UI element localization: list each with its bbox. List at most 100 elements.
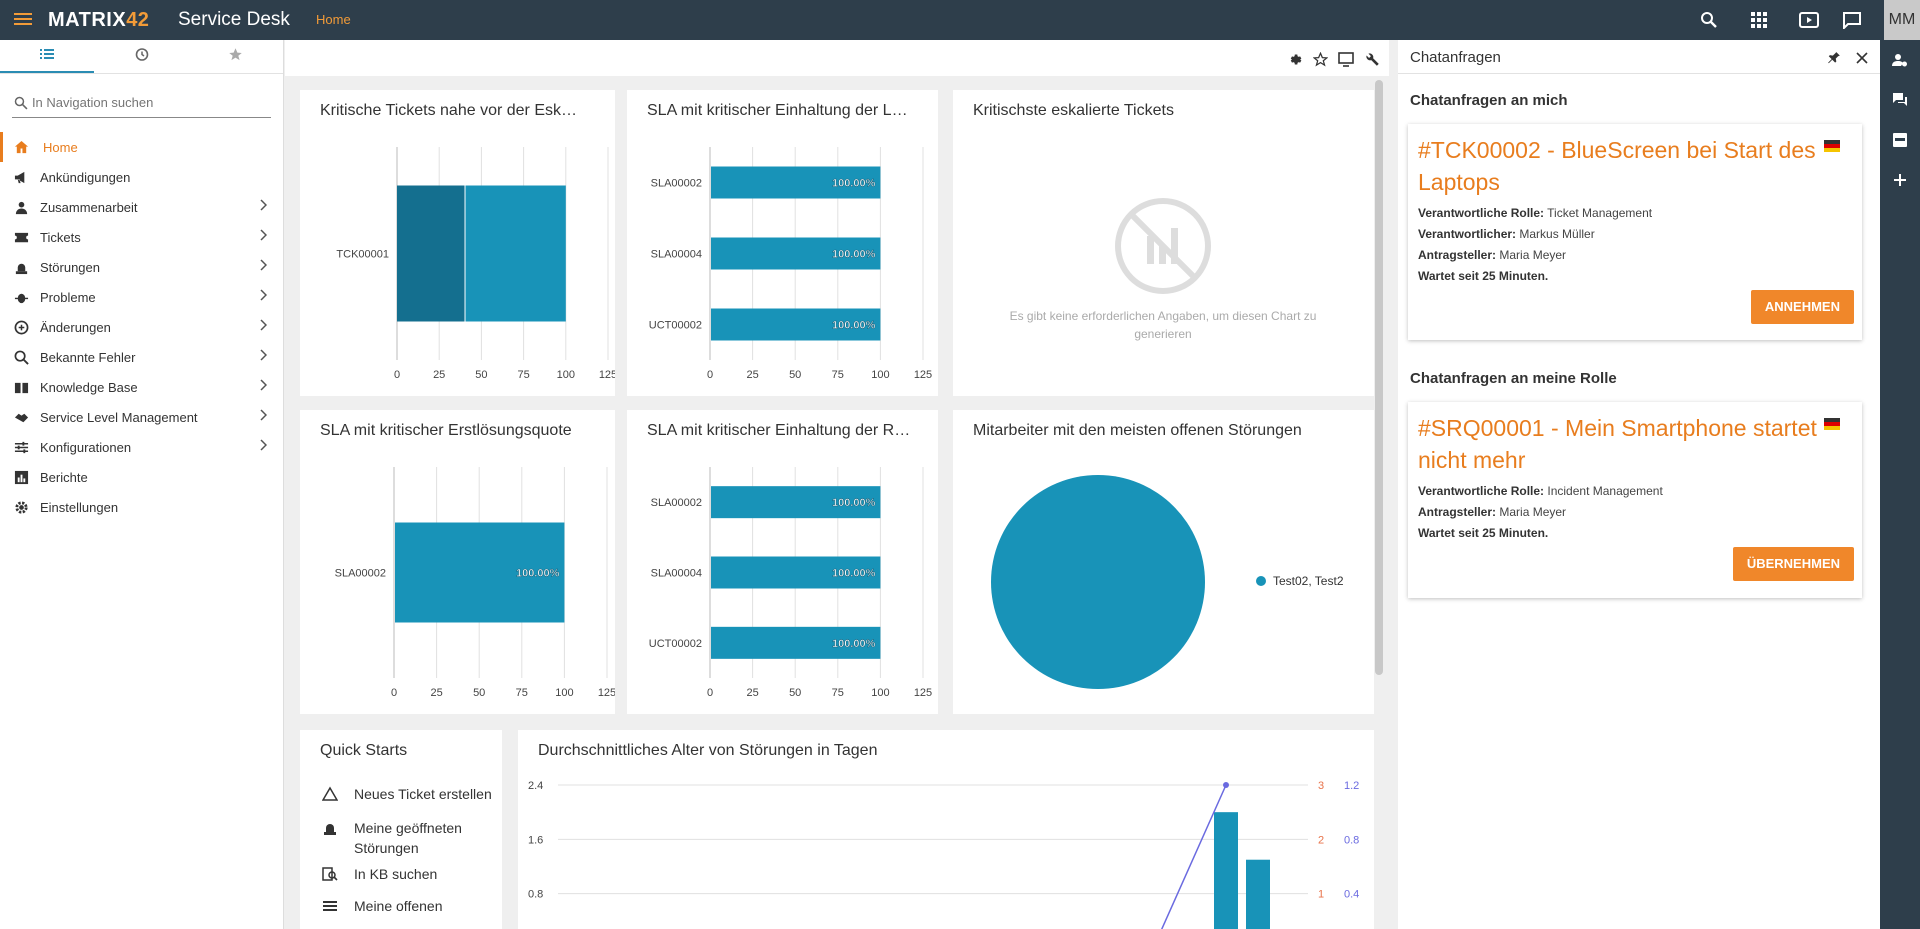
tab-favorites[interactable] bbox=[189, 40, 283, 73]
sidebar: Home Ankündigungen Zusammenarbeit Tickets St… bbox=[0, 40, 284, 929]
sidebar-item-service-level-management[interactable]: Service Level Management bbox=[0, 402, 283, 432]
widget-title: Quick Starts bbox=[320, 742, 408, 759]
sidebar-item-probleme[interactable]: Probleme bbox=[0, 282, 283, 312]
y3-tick-label: 0.8 bbox=[1344, 834, 1359, 846]
chat-request-card[interactable]: #TCK00002 - BlueScreen bei Start des Lap… bbox=[1408, 124, 1862, 340]
monitor-icon[interactable] bbox=[1333, 48, 1359, 70]
widget-title: Durchschnittliches Alter von Störungen i… bbox=[538, 742, 878, 759]
tab-navigation[interactable] bbox=[0, 40, 95, 73]
dashboard: Kritische Tickets nahe vor der Esk… 0 25 5… bbox=[285, 40, 1389, 929]
list-icon bbox=[320, 896, 354, 914]
chat-request-detail: Verantwortliche Rolle: Incident Manageme… bbox=[1418, 484, 1663, 498]
sidebar-item-bekannte-fehler[interactable]: Bekannte Fehler bbox=[0, 342, 283, 372]
sidebar-item-störungen[interactable]: Störungen bbox=[0, 252, 283, 282]
sidebar-item-label: Ankündigungen bbox=[40, 169, 131, 185]
change-icon bbox=[0, 320, 40, 335]
pin-icon[interactable] bbox=[1824, 48, 1844, 68]
chevron-right-icon bbox=[259, 259, 268, 274]
widget-sla-first-resolution: SLA mit kritischer Erstlösungsquote 0 25 5… bbox=[300, 410, 615, 714]
quick-start-item[interactable]: Meine offenen bbox=[320, 896, 494, 916]
sidebar-item-tickets[interactable]: Tickets bbox=[0, 222, 283, 252]
gear-icon[interactable] bbox=[1281, 48, 1307, 70]
chat-request-title[interactable]: #TCK00002 - BlueScreen bei Start des Lap… bbox=[1418, 137, 1816, 195]
widget-title: SLA mit kritischer Einhaltung der L… bbox=[647, 102, 908, 119]
chat-bubbles-icon[interactable] bbox=[1880, 80, 1920, 120]
chat-request-waiting: Wartet seit 25 Minuten. bbox=[1418, 526, 1549, 540]
bar-segment bbox=[465, 185, 566, 322]
handshake-icon bbox=[0, 410, 40, 425]
triangle-icon bbox=[320, 784, 354, 802]
widget-open-incidents-by-employee: Mitarbeiter mit den meisten offenen Stör… bbox=[953, 410, 1374, 714]
y3-tick-label: 1.2 bbox=[1344, 780, 1359, 792]
x-tick-label: 0 bbox=[707, 687, 713, 699]
x-tick-label: 75 bbox=[832, 369, 844, 381]
accept-button[interactable]: ANNEHMEN bbox=[1750, 290, 1854, 324]
y-tick-label: TCK00001 bbox=[336, 249, 389, 261]
quick-start-item[interactable]: Neues Ticket erstellen bbox=[320, 784, 494, 804]
chat-request-title[interactable]: #SRQ00001 - Mein Smartphone startet nich… bbox=[1418, 415, 1817, 473]
chat-request-card[interactable]: #SRQ00001 - Mein Smartphone startet nich… bbox=[1408, 402, 1862, 598]
sidebar-item-label: Konfigurationen bbox=[40, 439, 132, 455]
take-over-button[interactable]: ÜBERNEHMEN bbox=[1732, 547, 1854, 581]
nav-home-link[interactable]: Home bbox=[316, 12, 351, 27]
sidebar-item-knowledge-base[interactable]: Knowledge Base bbox=[0, 372, 283, 402]
x-tick-label: 50 bbox=[789, 687, 801, 699]
x-tick-label: 0 bbox=[707, 369, 713, 381]
star-outline-icon[interactable] bbox=[1307, 48, 1333, 70]
sidebar-item-home[interactable]: Home bbox=[0, 132, 283, 162]
chevron-right-icon bbox=[259, 229, 268, 244]
history-icon bbox=[134, 47, 149, 67]
nav-search-input[interactable] bbox=[31, 95, 271, 110]
sidebar-item-label: Home bbox=[43, 139, 78, 155]
chat-request-detail: Antragsteller: Maria Meyer bbox=[1418, 505, 1567, 519]
sidebar-item-ankündigungen[interactable]: Ankündigungen bbox=[0, 162, 283, 192]
sidebar-item-zusammenarbeit[interactable]: Zusammenarbeit bbox=[0, 192, 283, 222]
section-title-role: Chatanfragen an meine Rolle bbox=[1410, 370, 1617, 387]
sidebar-item-label: Störungen bbox=[40, 259, 100, 275]
widget-title: Kritischste eskalierte Tickets bbox=[973, 102, 1174, 119]
y-tick-label: UCT00002 bbox=[649, 320, 702, 332]
german-flag-icon bbox=[1824, 140, 1840, 152]
x-tick-label: 100 bbox=[871, 687, 889, 699]
widget-title: Mitarbeiter mit den meisten offenen Stör… bbox=[973, 422, 1302, 439]
no-data-icon bbox=[1115, 198, 1211, 294]
sidebar-item-label: Zusammenarbeit bbox=[40, 199, 138, 215]
quick-start-item[interactable]: In KB suchen bbox=[320, 864, 494, 884]
quick-start-item[interactable]: Meine geöffneten Störungen bbox=[320, 818, 494, 858]
x-tick-label: 25 bbox=[433, 369, 445, 381]
user-settings-icon[interactable] bbox=[1880, 40, 1920, 80]
quick-start-label: Meine offenen bbox=[354, 898, 443, 914]
plus-icon[interactable] bbox=[1880, 160, 1920, 200]
chat-request-detail: Verantwortlicher: Markus Müller bbox=[1418, 227, 1595, 241]
apps-grid-icon[interactable] bbox=[1734, 0, 1784, 40]
inbox-icon[interactable] bbox=[1880, 120, 1920, 160]
sidebar-item-konfigurationen[interactable]: Konfigurationen bbox=[0, 432, 283, 462]
bar bbox=[711, 308, 881, 341]
x-tick-label: 125 bbox=[598, 687, 615, 699]
sidebar-item-einstellungen[interactable]: Einstellungen bbox=[0, 492, 283, 522]
dashboard-scrollbar[interactable] bbox=[1375, 80, 1383, 675]
chevron-right-icon bbox=[259, 349, 268, 364]
sidebar-item-berichte[interactable]: Berichte bbox=[0, 462, 283, 492]
video-icon[interactable] bbox=[1784, 0, 1834, 40]
people-icon bbox=[0, 200, 40, 215]
x-tick-label: 0 bbox=[391, 687, 397, 699]
wrench-icon[interactable] bbox=[1359, 48, 1385, 70]
pie-slice bbox=[991, 475, 1205, 689]
bar bbox=[711, 556, 881, 589]
menu-icon[interactable] bbox=[12, 10, 34, 30]
data-label: 100.00% bbox=[516, 568, 560, 580]
chat-icon[interactable]: 2 bbox=[1834, 0, 1907, 48]
sidebar-item-label: Berichte bbox=[40, 469, 88, 485]
y-tick-label: SLA00002 bbox=[651, 497, 702, 509]
y-tick-label: UCT00002 bbox=[649, 638, 702, 650]
sidebar-item-änderungen[interactable]: Änderungen bbox=[0, 312, 283, 342]
avatar[interactable]: MM bbox=[1884, 0, 1920, 40]
close-icon[interactable] bbox=[1852, 48, 1872, 68]
sidebar-item-label: Service Level Management bbox=[40, 409, 198, 425]
line-point bbox=[1223, 782, 1229, 788]
bar bbox=[711, 626, 881, 659]
tab-history[interactable] bbox=[94, 40, 188, 73]
search-icon[interactable] bbox=[1684, 0, 1734, 40]
logo: MATRIX42 bbox=[48, 9, 150, 31]
